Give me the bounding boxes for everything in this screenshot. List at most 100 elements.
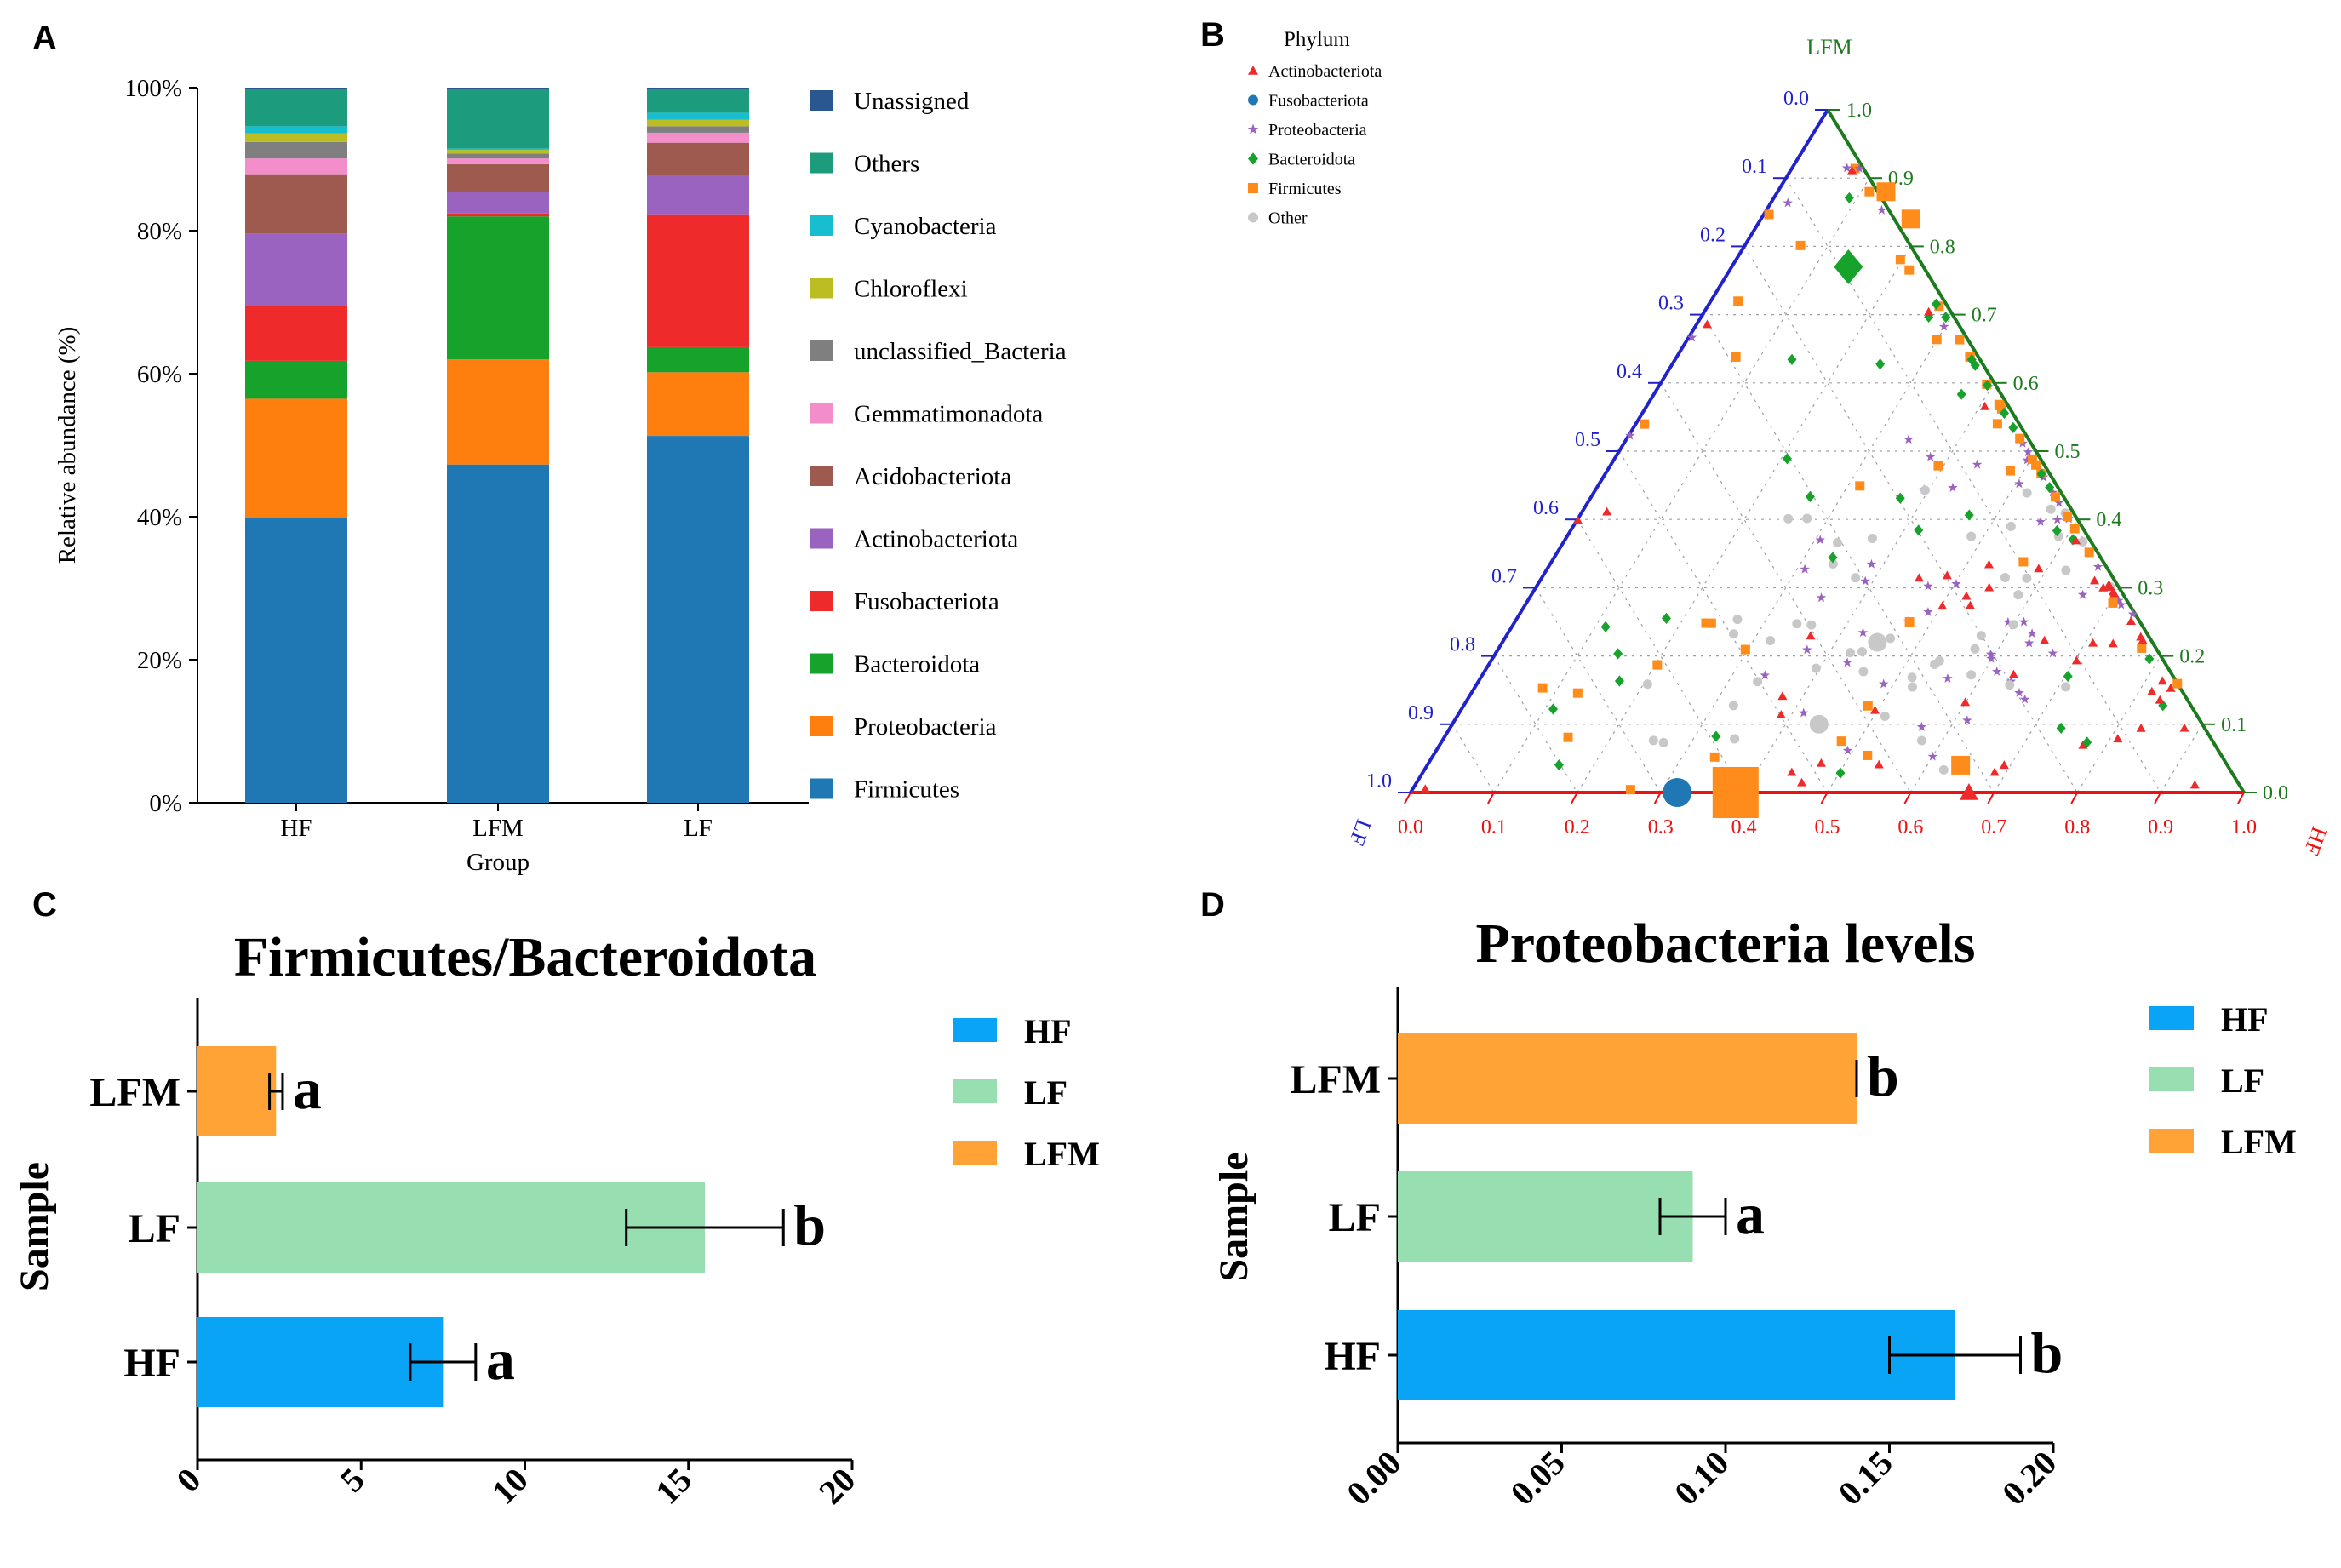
data-point-proteobacteria (1783, 197, 1793, 208)
data-point-other (1730, 734, 1740, 744)
ternary-gridline (1660, 382, 1911, 793)
data-point-bacteroidota (1661, 612, 1671, 624)
data-point-proteobacteria (1938, 321, 1949, 331)
data-point-other (2006, 521, 2016, 531)
legend-swatch-lf (2149, 1067, 2194, 1091)
data-point-other (1868, 632, 1887, 652)
ternary-gridline (1660, 314, 1954, 793)
ternary-tick-label-left: 0.9 (1408, 702, 1434, 724)
data-point-bacteroidota (1787, 353, 1797, 365)
x-tick-label: LF (684, 815, 713, 842)
data-point-other (1976, 631, 1986, 641)
data-point-actinobacteriota (1248, 66, 1258, 75)
bar-segment-lfm-gemmatimonadota (447, 158, 549, 164)
legend-label-chloroflexi: Chloroflexi (854, 276, 968, 303)
data-point-proteobacteria (2014, 478, 2024, 489)
data-point-actinobacteriota (1806, 631, 1816, 640)
data-point-actinobacteriota (1980, 401, 1990, 410)
ternary-gridline (1535, 587, 1662, 793)
ternary-tick-label-left: 0.8 (1450, 634, 1475, 656)
data-point-actinobacteriota (1702, 319, 1712, 329)
data-point-actinobacteriota (1924, 306, 1934, 316)
data-point-bacteroidota (1613, 648, 1623, 660)
panel-label-d: D (1200, 886, 1225, 924)
data-point-actinobacteriota (1776, 710, 1786, 718)
data-point-firmicutes (1951, 755, 1971, 775)
data-point-bacteroidota (1844, 192, 1854, 204)
data-point-proteobacteria (2127, 609, 2138, 619)
ternary-tick-label-bottom: 0.8 (2064, 816, 2090, 838)
panel-label-b: B (1200, 16, 1225, 54)
y-tick-label: 20% (137, 647, 182, 674)
legend-swatch-proteobacteria (810, 716, 833, 736)
data-point-firmicutes (1740, 644, 1750, 655)
ternary-gridline (1451, 724, 1495, 793)
data-point-proteobacteria (1816, 592, 1827, 603)
panel-label-c: C (32, 886, 57, 924)
data-point-proteobacteria (1857, 627, 1869, 638)
ternary-axis-title-top: LFM (1806, 35, 1852, 60)
data-point-actinobacteriota (1942, 570, 1952, 580)
legend-swatch-lfm (953, 1141, 997, 1165)
data-point-firmicutes (1652, 660, 1663, 670)
data-point-proteobacteria (1951, 578, 1961, 588)
data-point-firmicutes (1992, 419, 2002, 429)
data-point-proteobacteria (2027, 628, 2037, 638)
ternary-tick-bottom (1653, 792, 1662, 804)
data-point-other (1833, 537, 1843, 547)
data-point-firmicutes (1850, 163, 1860, 174)
legend-label-hf: HF (2221, 1000, 2269, 1039)
data-point-actinobacteriota (1999, 760, 2009, 770)
data-point-proteobacteria (1866, 558, 1877, 569)
data-point-firmicutes (1901, 209, 1920, 229)
bar-segment-lfm-chloroflexi (447, 150, 549, 154)
bar-segment-lfm-fusobacteriota (447, 213, 549, 217)
data-point-actinobacteriota (1983, 559, 1994, 569)
bar-segment-lf-cyanobacteria (647, 112, 749, 120)
legend-swatch-firmicutes (810, 778, 833, 799)
ternary-tick-label-right: 0.1 (2221, 714, 2247, 736)
ternary-tick-bottom (2070, 792, 2079, 804)
data-point-other (1880, 712, 1890, 722)
legend-swatch-unassigned (810, 90, 833, 111)
data-point-other (2078, 537, 2088, 547)
legend-label-fusobacteriota: Fusobacteriota (1268, 92, 1369, 111)
data-point-other (2005, 680, 2015, 690)
bar-lf (197, 1182, 705, 1273)
data-point-actinobacteriota (2126, 616, 2136, 626)
x-tick-label: 0.15 (1831, 1444, 1900, 1513)
data-point-proteobacteria (1916, 721, 1927, 731)
data-point-bacteroidota (2045, 481, 2055, 494)
x-tick-label: 0.00 (1339, 1444, 1408, 1513)
legend-label-unassigned: Unassigned (854, 88, 970, 115)
data-point-bacteroidota (1970, 359, 1980, 371)
data-point-firmicutes (1904, 617, 1915, 627)
data-point-bacteroidota (1941, 312, 1951, 323)
data-point-other (1811, 663, 1821, 673)
data-point-other (1642, 679, 1652, 690)
data-point-proteobacteria (2092, 561, 2103, 571)
data-point-bacteroidota (1914, 524, 1924, 536)
ternary-tick-label-bottom: 0.6 (1897, 816, 1923, 838)
data-point-actinobacteriota (2071, 535, 2081, 545)
data-point-proteobacteria (2022, 455, 2033, 465)
data-point-firmicutes (1709, 752, 1720, 762)
data-point-firmicutes (1863, 750, 1873, 760)
legend-label-firmicutes: Firmicutes (854, 776, 959, 804)
ternary-gridline (1785, 177, 2161, 793)
data-point-other (1728, 629, 1738, 639)
ternary-tick-label-bottom: 0.5 (1815, 816, 1840, 838)
data-point-bacteroidota (2158, 700, 2168, 712)
data-point-proteobacteria (1923, 606, 1933, 616)
bar-segment-lfm-unclassified-bacteria (447, 153, 549, 159)
data-point-proteobacteria (2023, 447, 2034, 457)
significance-letter: a (1736, 1182, 1765, 1246)
data-point-firmicutes (1248, 183, 1258, 193)
legend-label-proteobacteria: Proteobacteria (1268, 121, 1367, 140)
data-point-proteobacteria (1948, 482, 1958, 492)
legend-label-hf: HF (1024, 1012, 1072, 1050)
data-point-proteobacteria (1923, 581, 1933, 591)
y-tick-label: 80% (137, 218, 182, 245)
bar-segment-lfm-bacteroidota (447, 216, 549, 360)
data-point-firmicutes (1572, 688, 1583, 698)
